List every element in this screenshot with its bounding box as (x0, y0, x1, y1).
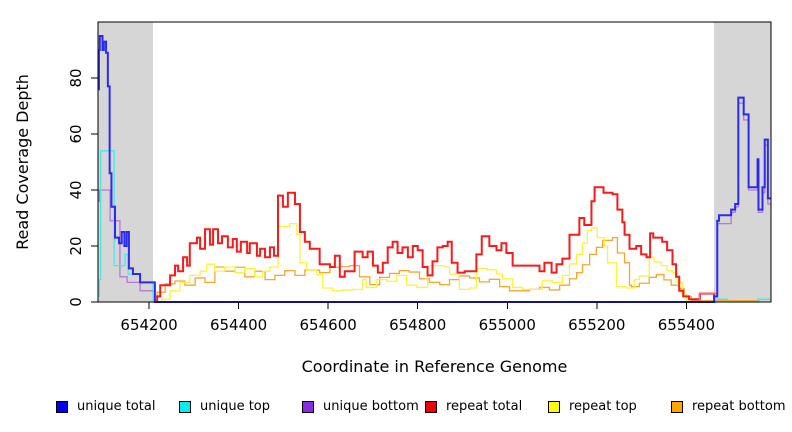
series-repeat-total-line (154, 186, 716, 303)
legend-item-unique-total: unique total (56, 399, 179, 414)
y-axis-tick-label: 80 (67, 68, 85, 87)
legend-label: unique total (77, 399, 156, 414)
legend-label: repeat top (569, 399, 637, 414)
legend-swatch-unique-top (179, 400, 191, 413)
legend-swatch-repeat-total (425, 400, 437, 413)
left-masked-region (98, 22, 154, 302)
legend-item-unique-bottom: unique bottom (302, 399, 425, 414)
series-repeat-bottom-line (154, 236, 771, 303)
y-axis-title: Read Coverage Depth (13, 74, 32, 250)
legend-item-unique-top: unique top (179, 399, 302, 414)
series-repeat-top-line (157, 222, 688, 303)
legend-item-repeat-bottom: repeat bottom (671, 399, 786, 414)
plot-border (97, 21, 772, 303)
y-axis: 0 20 40 60 80 (67, 68, 98, 307)
legend-item-repeat-top: repeat top (548, 399, 671, 414)
x-axis-tick-label: 654600 (300, 316, 357, 334)
x-axis-tick-label: 654200 (120, 316, 177, 334)
masked-regions (98, 22, 771, 302)
legend-label: repeat bottom (692, 399, 786, 414)
series-lines (97, 35, 771, 303)
series-unique-bottom-line (98, 102, 771, 303)
x-axis-tick-label: 655200 (568, 316, 625, 334)
legend: unique total unique top unique bottom repea… (56, 399, 788, 414)
y-axis-tick-label: 60 (67, 124, 85, 143)
x-axis-tick-label: 654800 (389, 316, 446, 334)
legend-item-repeat-total: repeat total (425, 399, 548, 414)
x-axis: 654200 654400 654600 654800 655000 655200 6554… (120, 302, 715, 334)
legend-swatch-unique-total (56, 400, 68, 413)
legend-swatch-repeat-top (548, 400, 560, 413)
series-unique-total-line (97, 35, 771, 303)
right-masked-region (714, 22, 771, 302)
y-axis-tick-label: 0 (67, 297, 85, 307)
legend-label: unique top (200, 399, 271, 414)
legend-label: unique bottom (323, 399, 419, 414)
legend-swatch-repeat-bottom (671, 400, 683, 413)
y-axis-tick-label: 20 (67, 236, 85, 255)
x-axis-title: Coordinate in Reference Genome (302, 357, 568, 376)
x-axis-tick-label: 654400 (210, 316, 267, 334)
y-axis-tick-label: 40 (67, 180, 85, 199)
x-axis-tick-label: 655400 (658, 316, 715, 334)
legend-swatch-unique-bottom (302, 400, 314, 413)
x-axis-tick-label: 655000 (479, 316, 536, 334)
legend-label: repeat total (446, 399, 523, 414)
